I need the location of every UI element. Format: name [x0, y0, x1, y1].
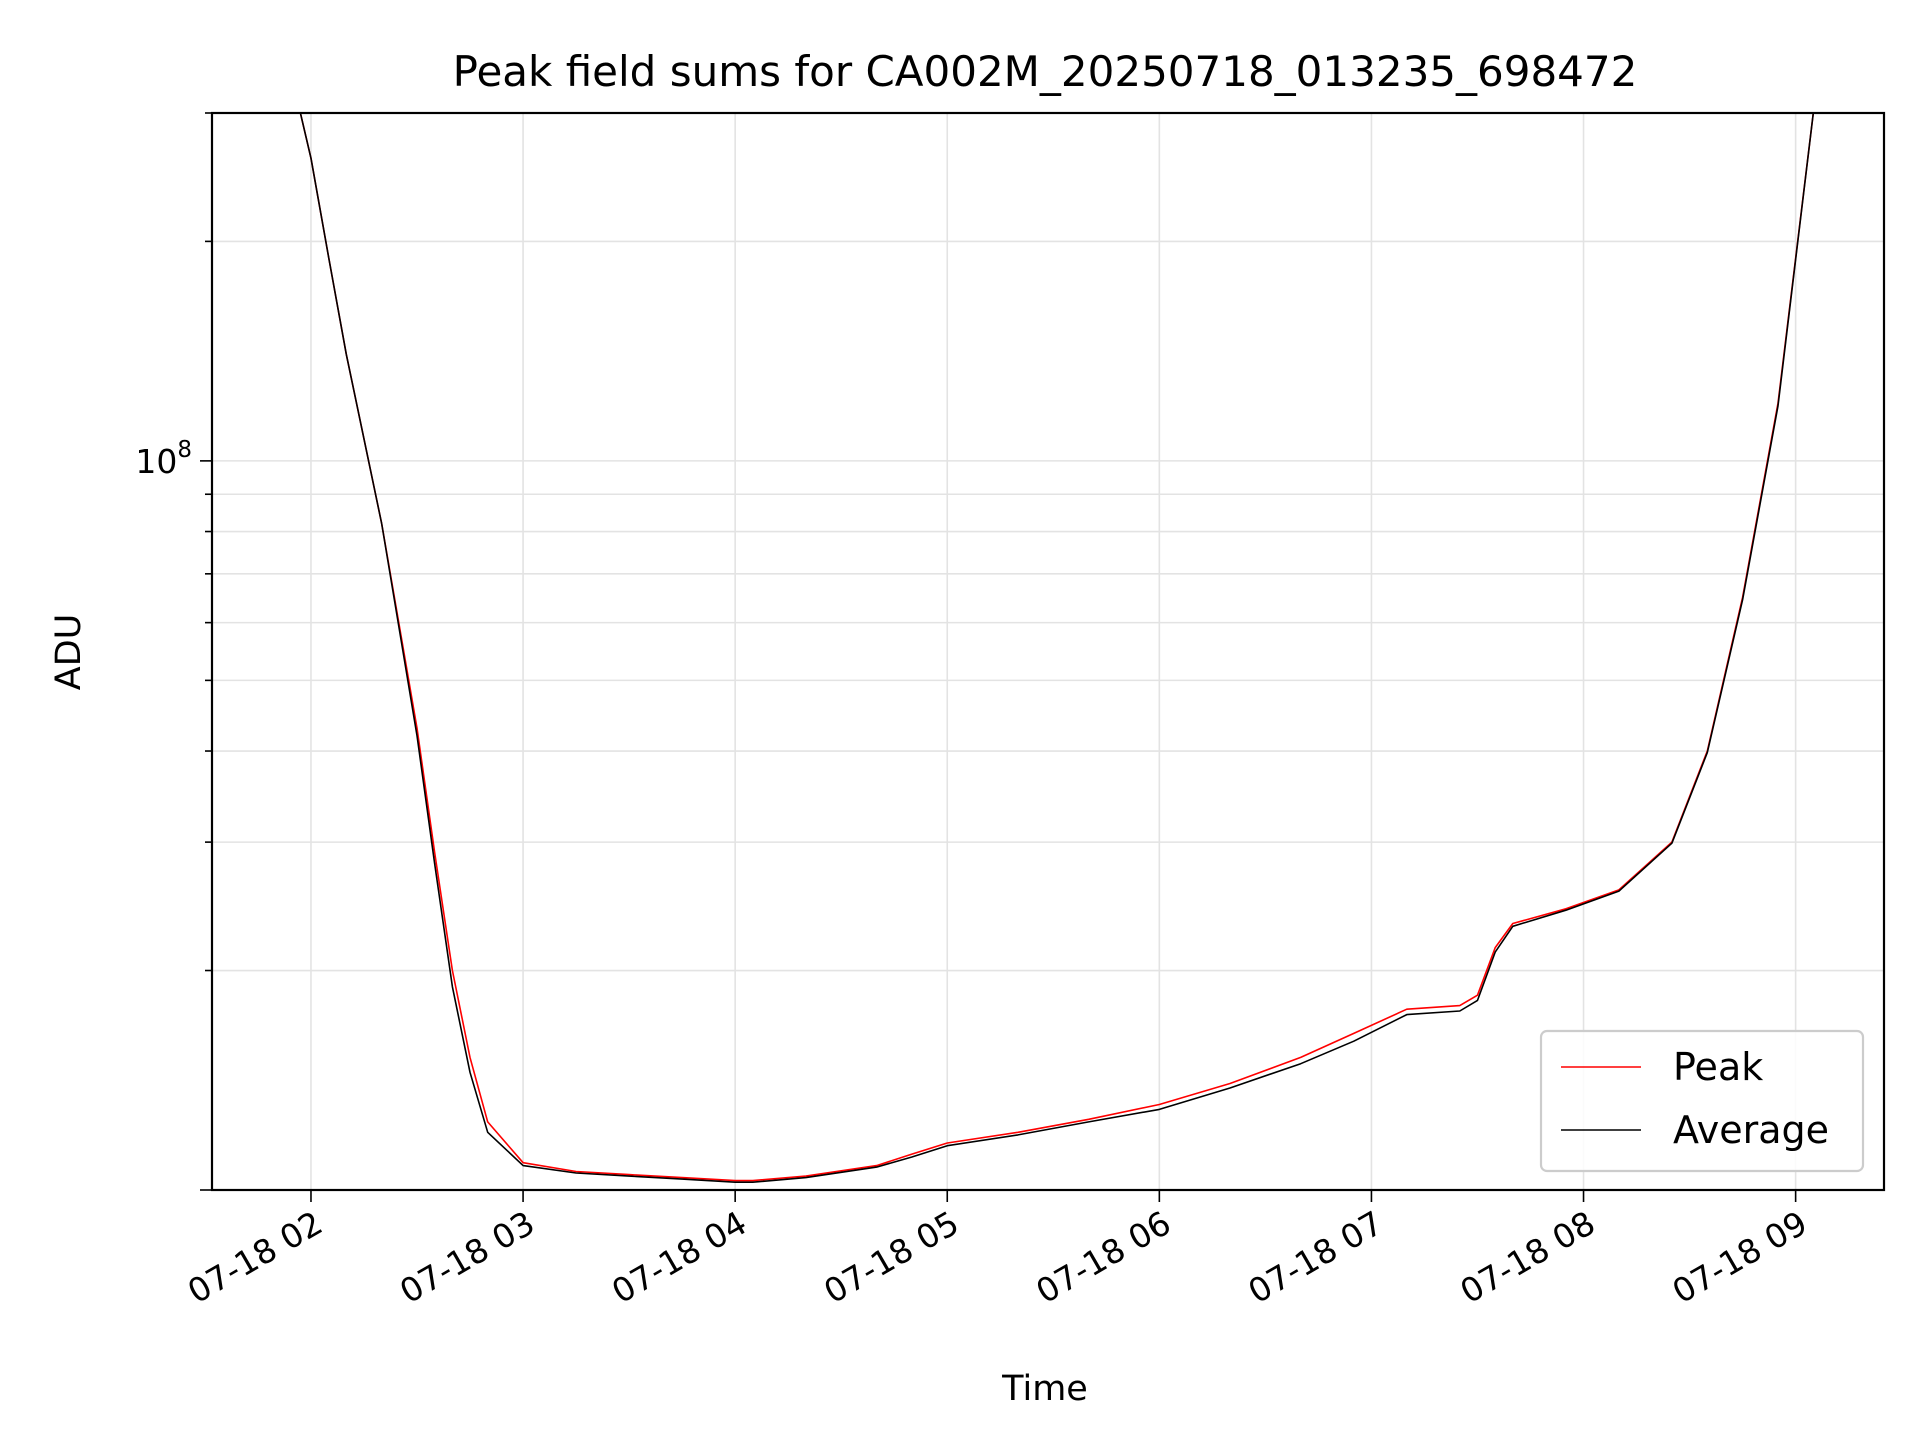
chart-title: Peak field sums for CA002M_20250718_0132…	[453, 47, 1638, 96]
series-line-peak	[212, 113, 1884, 1182]
y-axis-ticks: 108	[135, 112, 212, 1191]
series-group	[212, 113, 1884, 1183]
x-axis-label: Time	[1001, 1369, 1088, 1409]
y-tick-label: 108	[135, 437, 192, 481]
legend-average-label: Average	[1673, 1108, 1829, 1152]
grid-lines	[212, 112, 1884, 1191]
legend: Peak Average	[1539, 1029, 1865, 1173]
plot-area	[212, 113, 1884, 1183]
legend-box	[1539, 1029, 1865, 1173]
series-line-average	[212, 113, 1884, 1183]
y-axis-label: ADU	[49, 614, 89, 691]
legend-peak-label: Peak	[1673, 1045, 1763, 1089]
plot-frame	[210, 111, 1886, 1192]
